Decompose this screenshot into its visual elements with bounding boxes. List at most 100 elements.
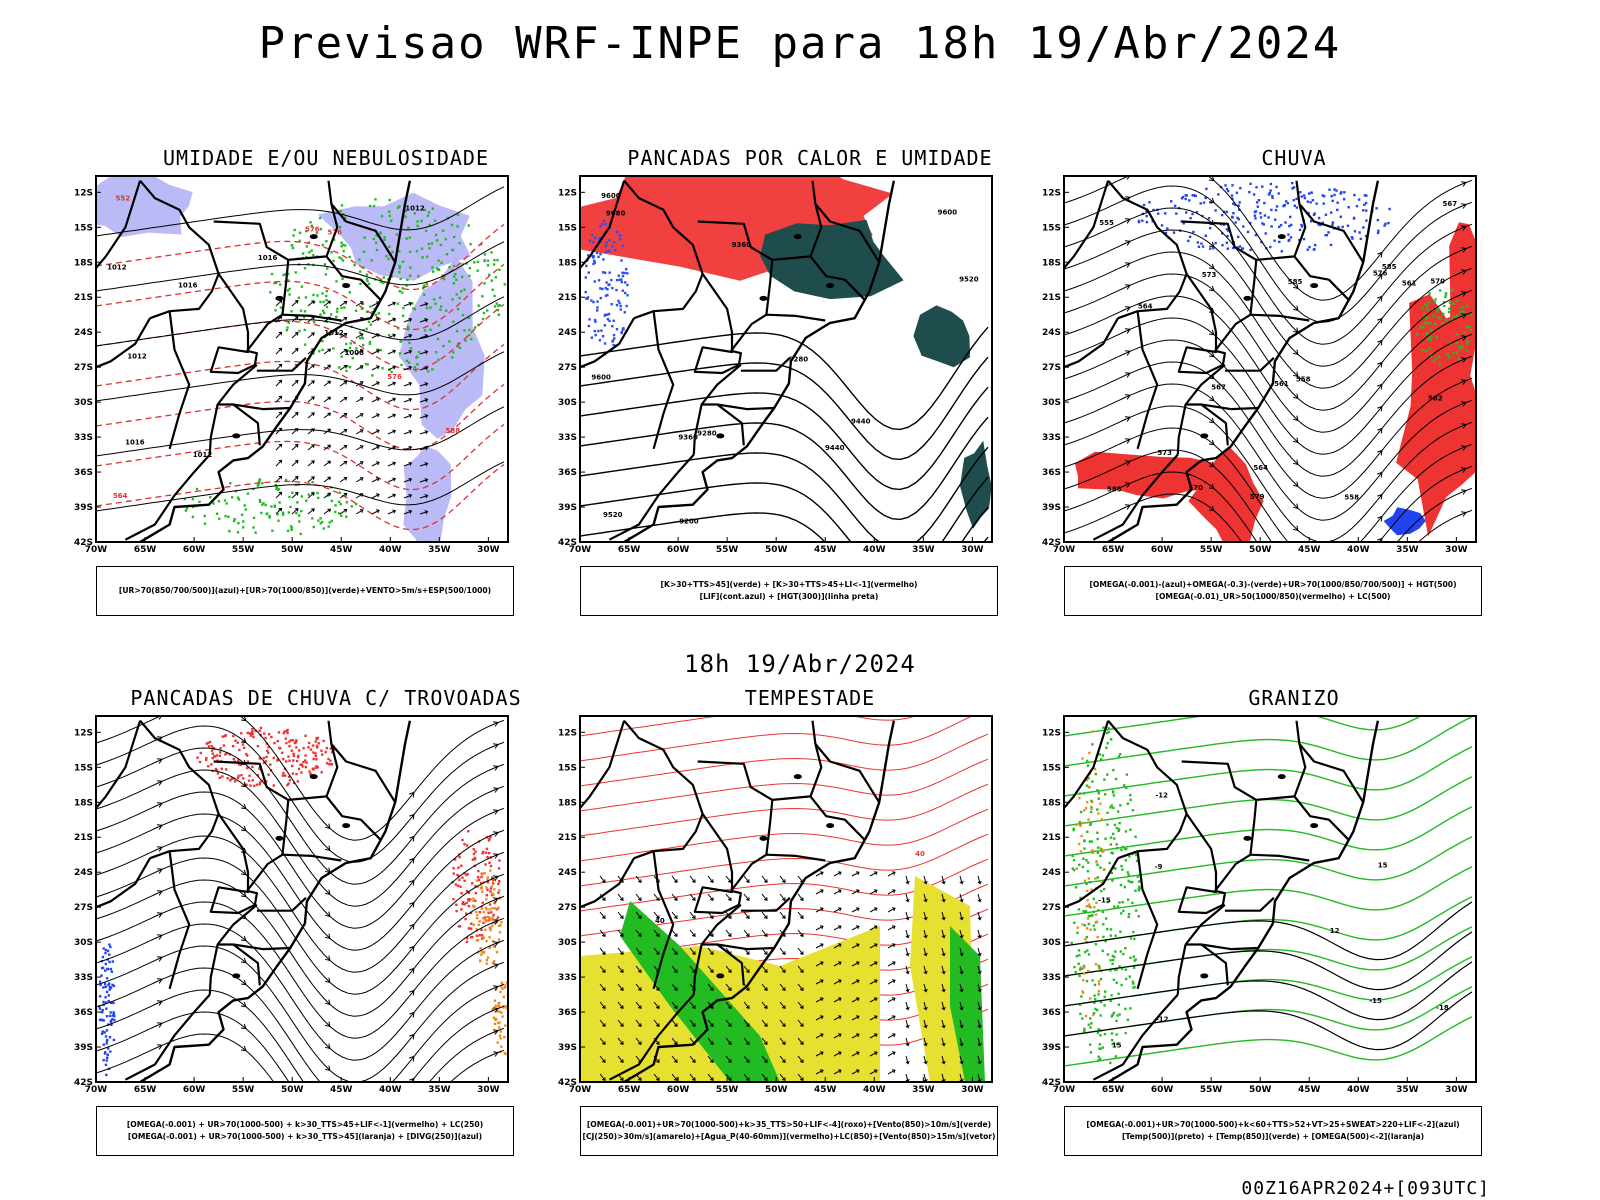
- temp500-contour: [1064, 931, 1473, 991]
- state-border: [1201, 403, 1259, 411]
- humidity-low-level: [246, 492, 250, 495]
- wind-vector: [599, 1001, 606, 1009]
- storm-orange: [486, 956, 490, 959]
- humidity-low-level: [335, 280, 338, 283]
- lake-marker: [826, 283, 835, 289]
- wind-vector: [869, 943, 878, 949]
- wind-vector: [419, 382, 429, 387]
- temp850-green: [1124, 830, 1128, 833]
- divergence-blue: [113, 1015, 116, 1018]
- omega-blue: [1192, 230, 1195, 234]
- precipitable-water-contour: [580, 783, 989, 837]
- streamline-arrow: [493, 1029, 499, 1035]
- omega-blue: [1249, 182, 1252, 185]
- wind-vector: [887, 907, 896, 913]
- storm-red: [248, 732, 252, 735]
- lif-contour: [611, 245, 614, 248]
- temp850-green: [1115, 1019, 1118, 1023]
- omega-orange: [1083, 966, 1086, 969]
- storm-red: [465, 936, 469, 940]
- lif-contour: [597, 279, 601, 282]
- storm-orange: [505, 1004, 508, 1008]
- omega-orange: [1094, 913, 1098, 916]
- storm-red: [263, 732, 266, 735]
- contour-label: 9600: [938, 209, 958, 217]
- temp850-green: [1109, 959, 1112, 962]
- temp850-green: [1099, 1001, 1103, 1004]
- temp850-green: [1115, 826, 1119, 830]
- humidity-low-level: [425, 282, 429, 285]
- lon-tick-label: 65W: [134, 1085, 157, 1095]
- map-frame: [1063, 715, 1477, 1083]
- wind-vector: [355, 445, 364, 451]
- lat-tick-label: 15S: [1042, 223, 1061, 233]
- wind-vector: [707, 983, 714, 991]
- omega-green: [1422, 325, 1425, 329]
- wind-vector: [323, 476, 332, 483]
- divergence-blue: [109, 1014, 112, 1018]
- omega-blue: [1145, 214, 1148, 218]
- storm-red: [292, 752, 295, 756]
- humidity-low-level: [360, 366, 363, 369]
- omega-blue: [1237, 218, 1240, 221]
- streamline-arrow: [324, 999, 331, 1006]
- humidity-low-level: [318, 216, 322, 220]
- contour-label: 9440: [851, 417, 871, 425]
- lif-contour: [599, 287, 602, 290]
- humidity-low-level: [359, 270, 362, 273]
- humidity-low-level: [458, 242, 461, 245]
- storm-red: [461, 838, 464, 842]
- contour-label: 564: [1253, 464, 1268, 472]
- legend-line: [OMEGA(-0.001)+UR>70(1000-500)+k<60+TTS>…: [1086, 1120, 1460, 1129]
- humidity-low-level: [287, 511, 291, 514]
- omega-orange: [1081, 923, 1084, 926]
- temp850-green: [1111, 852, 1114, 855]
- state-border: [1298, 743, 1365, 803]
- humidity-low-level: [369, 323, 373, 326]
- streamline-arrow: [1124, 218, 1131, 224]
- wind-vector: [833, 1015, 842, 1021]
- contour-label: 9360: [732, 241, 752, 249]
- wind-vector: [419, 414, 429, 419]
- humidity-low-level: [370, 259, 373, 262]
- lon-tick-label: 45W: [814, 545, 837, 555]
- temp850-green: [1094, 998, 1097, 1001]
- lc-streamline: [96, 879, 505, 1017]
- storm-red: [304, 754, 307, 757]
- omega-blue: [1376, 218, 1380, 222]
- storm-orange: [500, 921, 503, 924]
- storm-orange: [480, 950, 483, 953]
- wind-vector: [869, 979, 878, 985]
- omega-blue: [1327, 231, 1330, 234]
- wind-vector: [355, 333, 364, 339]
- wind-vector: [387, 317, 397, 323]
- state-border: [213, 760, 289, 801]
- lat-tick-label: 36S: [74, 468, 93, 478]
- lif-contour: [601, 271, 605, 274]
- lon-tick-label: 65W: [1102, 545, 1125, 555]
- humidity-low-level: [436, 337, 440, 341]
- omega-blue: [1259, 212, 1262, 215]
- lif-contour: [596, 306, 599, 309]
- lif-contour: [607, 312, 611, 316]
- storm-red: [254, 729, 257, 733]
- divergence-blue: [100, 1011, 104, 1014]
- temp850-green: [1098, 1057, 1102, 1061]
- wind-vector: [689, 875, 696, 883]
- storm-red: [471, 935, 474, 939]
- streamline-arrow: [493, 1007, 499, 1013]
- thickness-contour: [96, 463, 505, 531]
- temp850-contour: [1064, 1016, 1473, 1067]
- humidity-low-level: [398, 352, 402, 355]
- temp850-green: [1099, 977, 1103, 981]
- wind-vector: [419, 510, 429, 515]
- omega-orange: [1092, 1013, 1095, 1017]
- lon-tick-label: 50W: [1249, 545, 1272, 555]
- wind-vector: [905, 947, 910, 957]
- humidity-low-level: [415, 356, 418, 359]
- humidity-low-level: [431, 266, 434, 269]
- storm-red: [273, 741, 276, 745]
- storm-red: [207, 765, 210, 768]
- streamline-arrow: [1461, 269, 1467, 275]
- storm-orange: [493, 960, 496, 963]
